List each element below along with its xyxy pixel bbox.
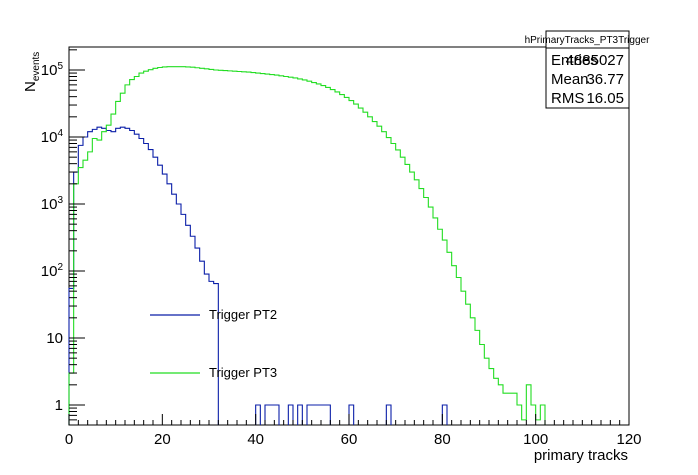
- stats-entries-value: 4885027: [566, 52, 624, 69]
- x-tick-label: 0: [65, 431, 73, 448]
- y-tick-label: 1: [55, 397, 63, 414]
- legend-label-pt2: Trigger PT2: [209, 307, 277, 322]
- series-line: [68, 66, 546, 425]
- x-tick-label: 100: [523, 431, 548, 448]
- x-axis-title: primary tracks: [534, 447, 628, 464]
- stats-mean-value: 36.77: [586, 71, 624, 88]
- y-tick-label: 104: [41, 128, 64, 146]
- y-axis-title-base: N: [22, 81, 39, 92]
- y-tick-label: 105: [41, 61, 64, 79]
- y-tick-label: 103: [41, 195, 64, 213]
- stats-box-title: hPrimaryTracks_PT3Trigger: [525, 35, 651, 46]
- axes-layer: 0 20 40 60 80 100 120 1 10 102 103 104 105: [41, 49, 642, 448]
- stats-rms-label: RMS: [551, 90, 584, 107]
- series-line: [68, 126, 448, 425]
- stats-entries-label: Entries: [551, 52, 598, 69]
- stats-rms-value: 16.05: [586, 90, 624, 107]
- stats-box: hPrimaryTracks_PT3Trigger Entries 488502…: [525, 30, 651, 109]
- x-tick-label: 40: [247, 431, 264, 448]
- y-tick-label: 10: [46, 330, 63, 347]
- x-tick-label: 120: [616, 431, 641, 448]
- x-tick-label: 20: [154, 431, 171, 448]
- x-tick-label: 60: [341, 431, 358, 448]
- y-axis-title-subscript: events: [31, 52, 42, 81]
- x-tick-label: 80: [434, 431, 451, 448]
- stats-mean-label: Mean: [551, 71, 589, 88]
- stats-box-frame: [545, 30, 630, 109]
- y-tick-label: 102: [41, 262, 64, 280]
- legend-label-pt3: Trigger PT3: [209, 365, 277, 380]
- legend: Trigger PT2 Trigger PT3: [150, 307, 277, 380]
- series-layer: [68, 66, 546, 425]
- y-axis-title: Nevents: [22, 52, 42, 92]
- plot-frame: [68, 46, 630, 426]
